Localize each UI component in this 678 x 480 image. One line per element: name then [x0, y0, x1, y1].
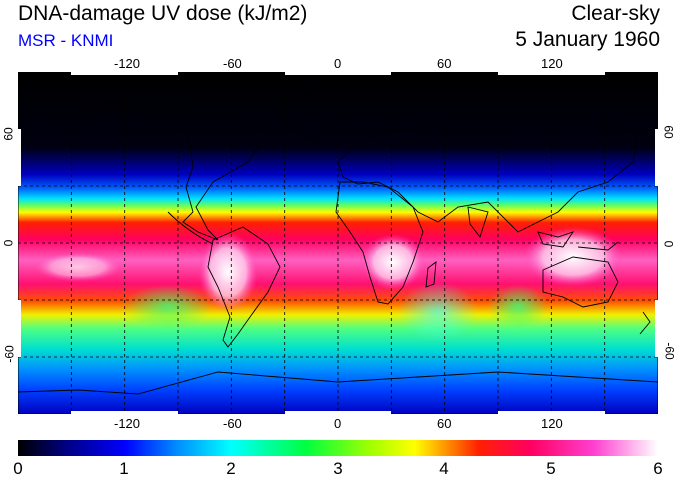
top-lon-tick: 0: [334, 56, 342, 71]
data-source-label: MSR - KNMI: [18, 31, 114, 50]
bottom-lon-tick: 0: [334, 416, 342, 431]
colorbar-label: 5: [546, 459, 556, 478]
bottom-lon-tick: -60: [223, 416, 242, 431]
uv-low-atlantic: [398, 282, 478, 342]
top-lon-tick: 120: [541, 56, 563, 71]
colorbar-label: 3: [333, 459, 343, 478]
colorbar-label: 0: [13, 459, 23, 478]
uv-dose-map: [18, 72, 658, 414]
colorbar-gradient: [18, 440, 658, 456]
right-lat-tick: 60: [661, 125, 676, 139]
map-title: DNA-damage UV dose (kJ/m2): [18, 2, 308, 25]
top-lon-tick: -60: [223, 56, 242, 71]
right-lat-tick: 0: [661, 240, 676, 248]
uv-hotspot-south-america: [198, 232, 258, 312]
uv-hotspot-africa: [361, 234, 425, 290]
colorbar-label: 2: [226, 459, 236, 478]
uv-low-east-pacific: [123, 285, 213, 329]
colorbar-label: 1: [119, 459, 129, 478]
bottom-lon-tick: 120: [541, 416, 563, 431]
colorbar-label: 6: [653, 459, 663, 478]
uv-hotspot-pacific: [33, 252, 123, 282]
top-lon-tick: -120: [114, 56, 141, 71]
top-lon-tick: 60: [437, 56, 452, 71]
colorbar: [18, 440, 658, 456]
right-lat-tick: -60: [662, 342, 677, 360]
bottom-lon-tick: -120: [114, 416, 141, 431]
sky-condition-label: Clear-sky: [571, 2, 660, 25]
colorbar-label: 4: [439, 459, 449, 478]
uv-low-indian-ocean: [488, 285, 548, 329]
map-frame: [18, 72, 658, 414]
bottom-lon-tick: 60: [437, 416, 452, 431]
date-label: 5 January 1960: [515, 28, 660, 51]
graticule: [18, 72, 658, 414]
left-lat-tick: -60: [2, 345, 17, 363]
left-lat-tick: 0: [1, 239, 16, 247]
left-lat-tick: 60: [1, 127, 16, 141]
